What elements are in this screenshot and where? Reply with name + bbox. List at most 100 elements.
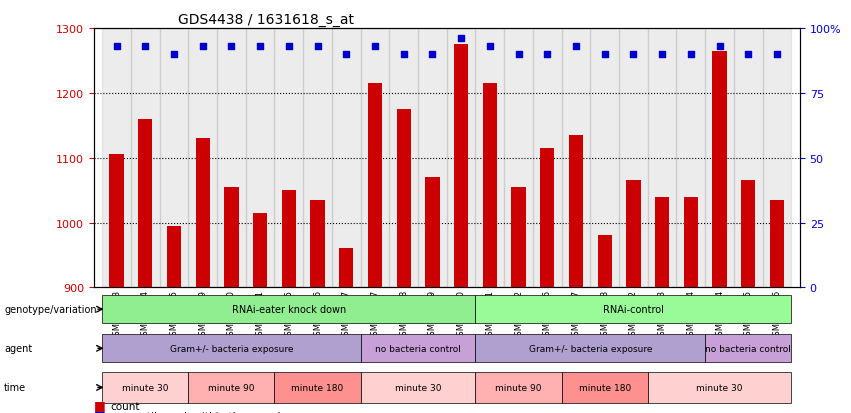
Point xyxy=(426,52,439,58)
Text: genotype/variation: genotype/variation xyxy=(4,304,97,314)
FancyBboxPatch shape xyxy=(275,372,361,403)
Bar xyxy=(476,29,504,288)
FancyBboxPatch shape xyxy=(476,372,562,403)
Bar xyxy=(361,29,390,288)
Bar xyxy=(626,181,641,288)
Point xyxy=(655,52,669,58)
FancyBboxPatch shape xyxy=(476,296,791,323)
Bar xyxy=(217,29,246,288)
FancyBboxPatch shape xyxy=(102,372,188,403)
Bar xyxy=(225,188,238,288)
Text: RNAi-control: RNAi-control xyxy=(603,304,664,314)
Bar xyxy=(110,155,123,288)
Text: minute 90: minute 90 xyxy=(495,383,542,392)
Bar xyxy=(339,249,353,288)
Bar xyxy=(734,29,762,288)
Point xyxy=(167,52,180,58)
Bar xyxy=(368,84,382,288)
Text: Gram+/- bacteria exposure: Gram+/- bacteria exposure xyxy=(169,344,294,353)
Point xyxy=(397,52,410,58)
Point xyxy=(311,44,324,50)
Point xyxy=(254,44,267,50)
FancyBboxPatch shape xyxy=(361,372,476,403)
FancyBboxPatch shape xyxy=(648,372,791,403)
Bar xyxy=(591,29,619,288)
Text: minute 30: minute 30 xyxy=(395,383,442,392)
Bar xyxy=(303,29,332,288)
Point xyxy=(684,52,698,58)
Bar xyxy=(562,29,591,288)
Bar xyxy=(246,29,275,288)
FancyBboxPatch shape xyxy=(705,335,791,362)
Text: no bacteria control: no bacteria control xyxy=(705,344,791,353)
Bar xyxy=(167,226,181,288)
Text: agent: agent xyxy=(4,344,32,354)
Bar xyxy=(683,197,698,288)
Bar xyxy=(188,29,217,288)
Bar xyxy=(282,191,296,288)
Text: RNAi-eater knock down: RNAi-eater knock down xyxy=(231,304,346,314)
FancyBboxPatch shape xyxy=(102,296,476,323)
Point xyxy=(139,44,152,50)
Bar xyxy=(741,181,756,288)
Bar xyxy=(655,197,669,288)
Bar xyxy=(597,236,612,288)
Point xyxy=(741,52,755,58)
Bar xyxy=(131,29,160,288)
Bar xyxy=(275,29,303,288)
Point xyxy=(454,36,468,43)
Bar xyxy=(677,29,705,288)
Bar xyxy=(648,29,677,288)
Point xyxy=(225,44,238,50)
Point xyxy=(569,44,583,50)
Bar xyxy=(311,200,325,288)
Point xyxy=(368,44,382,50)
Bar xyxy=(540,149,555,288)
Bar xyxy=(712,52,727,288)
Bar xyxy=(483,84,497,288)
Bar xyxy=(762,29,791,288)
Bar xyxy=(568,135,583,288)
Bar xyxy=(511,188,526,288)
Bar xyxy=(332,29,361,288)
Point xyxy=(511,52,525,58)
Point xyxy=(713,44,727,50)
Text: GDS4438 / 1631618_s_at: GDS4438 / 1631618_s_at xyxy=(179,12,354,26)
Bar xyxy=(397,110,411,288)
Text: Gram+/- bacteria exposure: Gram+/- bacteria exposure xyxy=(528,344,652,353)
Bar xyxy=(447,29,476,288)
Text: ■: ■ xyxy=(94,398,106,411)
Point xyxy=(483,44,497,50)
Point xyxy=(340,52,353,58)
Point xyxy=(110,44,123,50)
Bar xyxy=(426,178,440,288)
Point xyxy=(282,44,295,50)
FancyBboxPatch shape xyxy=(188,372,275,403)
FancyBboxPatch shape xyxy=(476,335,705,362)
Point xyxy=(540,52,554,58)
Bar xyxy=(102,29,131,288)
Text: count: count xyxy=(111,401,140,411)
Point xyxy=(196,44,209,50)
FancyBboxPatch shape xyxy=(361,335,476,362)
Bar xyxy=(418,29,447,288)
Bar xyxy=(160,29,188,288)
Bar xyxy=(619,29,648,288)
Bar xyxy=(138,119,152,288)
Bar xyxy=(770,200,784,288)
Point xyxy=(598,52,612,58)
Bar xyxy=(253,213,267,288)
Bar xyxy=(454,45,468,288)
Text: minute 30: minute 30 xyxy=(122,383,168,392)
FancyBboxPatch shape xyxy=(102,335,361,362)
FancyBboxPatch shape xyxy=(562,372,648,403)
Bar xyxy=(705,29,734,288)
Text: minute 90: minute 90 xyxy=(208,383,254,392)
Point xyxy=(626,52,640,58)
Bar xyxy=(533,29,562,288)
Text: no bacteria control: no bacteria control xyxy=(375,344,461,353)
Text: percentile rank within the sample: percentile rank within the sample xyxy=(111,411,287,413)
Bar xyxy=(196,139,210,288)
Text: minute 180: minute 180 xyxy=(291,383,344,392)
Bar xyxy=(390,29,418,288)
